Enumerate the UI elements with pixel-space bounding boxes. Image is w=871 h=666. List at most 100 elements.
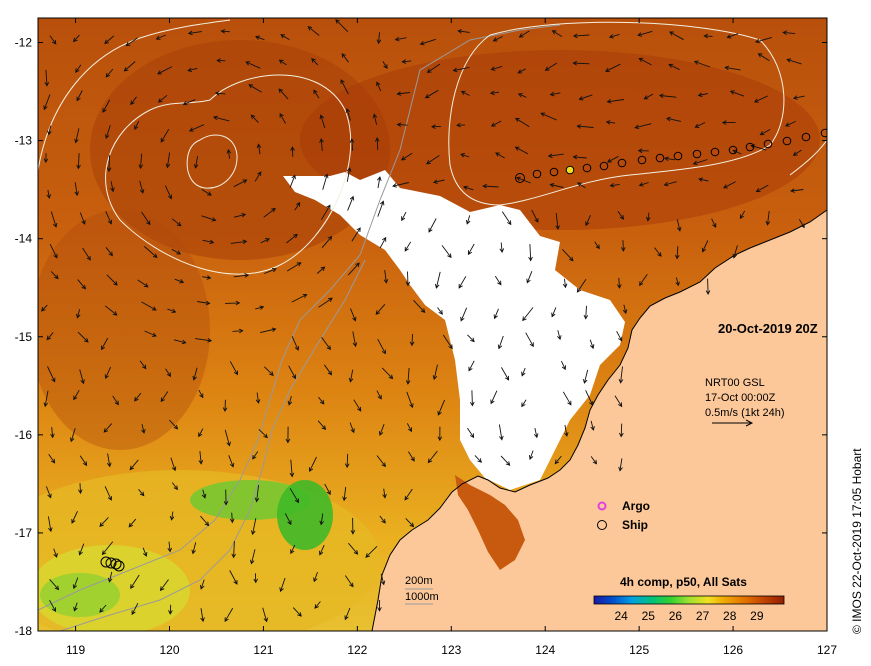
current-arrow — [617, 210, 625, 220]
current-arrow — [460, 153, 470, 158]
current-arrow — [341, 53, 349, 63]
current-arrow — [284, 513, 292, 526]
current-arrow — [191, 542, 197, 555]
ship-track-point — [692, 149, 702, 159]
current-arrow — [616, 330, 623, 342]
current-arrow — [514, 146, 529, 155]
current-arrow — [255, 392, 261, 404]
current-arrow — [104, 486, 113, 501]
current-arrow — [47, 366, 56, 383]
current-arrow — [497, 335, 504, 350]
current-arrow — [405, 367, 411, 385]
ship-cluster-southwest — [100, 556, 125, 572]
current-arrow — [495, 152, 505, 159]
current-arrow — [49, 35, 57, 45]
bathymetry-1000m — [59, 259, 366, 631]
current-arrow — [319, 513, 324, 526]
current-arrow — [786, 58, 802, 65]
current-arrow — [171, 482, 178, 491]
current-arrow — [198, 389, 204, 399]
scale-arrow-head-icon — [745, 419, 754, 427]
current-arrow — [470, 390, 475, 407]
current-arrow — [290, 146, 295, 157]
current-arrow — [53, 548, 58, 558]
current-arrow — [229, 512, 235, 524]
current-arrow — [44, 69, 50, 87]
current-arrow — [142, 547, 148, 557]
current-arrow — [490, 390, 498, 405]
current-arrow — [319, 114, 326, 129]
current-arrow — [585, 215, 591, 227]
colorbar-gradient — [593, 595, 785, 605]
current-arrow — [658, 93, 677, 99]
current-arrow — [123, 61, 136, 72]
current-arrow — [141, 424, 146, 434]
current-arrow — [378, 424, 385, 436]
ship-track-point — [582, 163, 592, 173]
current-arrow — [157, 66, 173, 75]
current-arrow — [40, 304, 48, 312]
current-arrow — [521, 367, 526, 377]
current-arrow — [106, 155, 112, 173]
current-info-box: NRT00 GSL 17-Oct 00:00Z 0.5m/s (1kt 24h) — [705, 377, 784, 427]
current-arrow — [692, 159, 708, 166]
current-arrow — [110, 181, 115, 193]
current-arrow — [528, 450, 534, 460]
current-arrow — [675, 277, 680, 287]
depth-legend-200m: 200m — [405, 575, 433, 587]
current-arrow — [353, 399, 362, 412]
current-arrow — [289, 174, 296, 188]
current-arrow — [620, 240, 626, 252]
current-arrow — [693, 60, 711, 68]
current-arrow — [723, 181, 736, 189]
current-info-line3: 0.5m/s (1kt 24h) — [705, 407, 784, 419]
current-arrow — [382, 61, 388, 69]
current-arrow — [514, 117, 530, 128]
current-arrow — [372, 113, 378, 125]
current-arrow — [222, 399, 228, 413]
sla-contour-northwest — [38, 19, 231, 171]
current-arrow — [606, 99, 624, 104]
current-arrow — [457, 29, 470, 34]
current-arrow — [223, 489, 229, 506]
current-arrow — [375, 304, 386, 315]
current-arrow — [254, 484, 260, 503]
current-arrow — [347, 262, 360, 276]
current-arrow — [318, 396, 325, 405]
current-arrow — [400, 152, 413, 161]
argo-legend-label: Argo — [622, 499, 650, 513]
current-arrow — [101, 541, 114, 556]
depth-legend-1000m: 1000m — [405, 591, 439, 603]
current-arrow — [193, 156, 199, 169]
current-arrow — [78, 483, 83, 495]
current-arrow — [308, 456, 317, 473]
current-arrow — [739, 210, 746, 220]
current-arrow — [406, 423, 413, 433]
current-arrow — [409, 333, 415, 347]
current-arrow — [294, 201, 301, 211]
y-tick-label: -15 — [15, 330, 33, 344]
argo-marker-icon — [597, 501, 607, 511]
current-arrow — [554, 455, 562, 465]
current-arrow — [324, 483, 331, 496]
ship-track-point — [801, 132, 811, 142]
current-arrow — [195, 338, 213, 343]
current-arrow — [105, 211, 113, 225]
current-arrow — [379, 236, 387, 249]
current-arrow — [290, 544, 296, 555]
sla-contour-east — [789, 139, 827, 176]
current-arrow — [467, 243, 475, 256]
current-arrow — [482, 183, 499, 189]
current-arrow — [263, 207, 276, 218]
current-arrow — [490, 65, 503, 71]
current-arrow — [286, 262, 302, 272]
current-arrow — [792, 95, 805, 100]
current-arrow — [216, 58, 226, 63]
coastline — [371, 209, 827, 631]
current-arrow — [69, 428, 76, 443]
current-arrow — [578, 94, 593, 101]
current-vectors — [40, 19, 805, 623]
current-arrow — [755, 184, 769, 193]
current-arrow — [460, 90, 470, 96]
